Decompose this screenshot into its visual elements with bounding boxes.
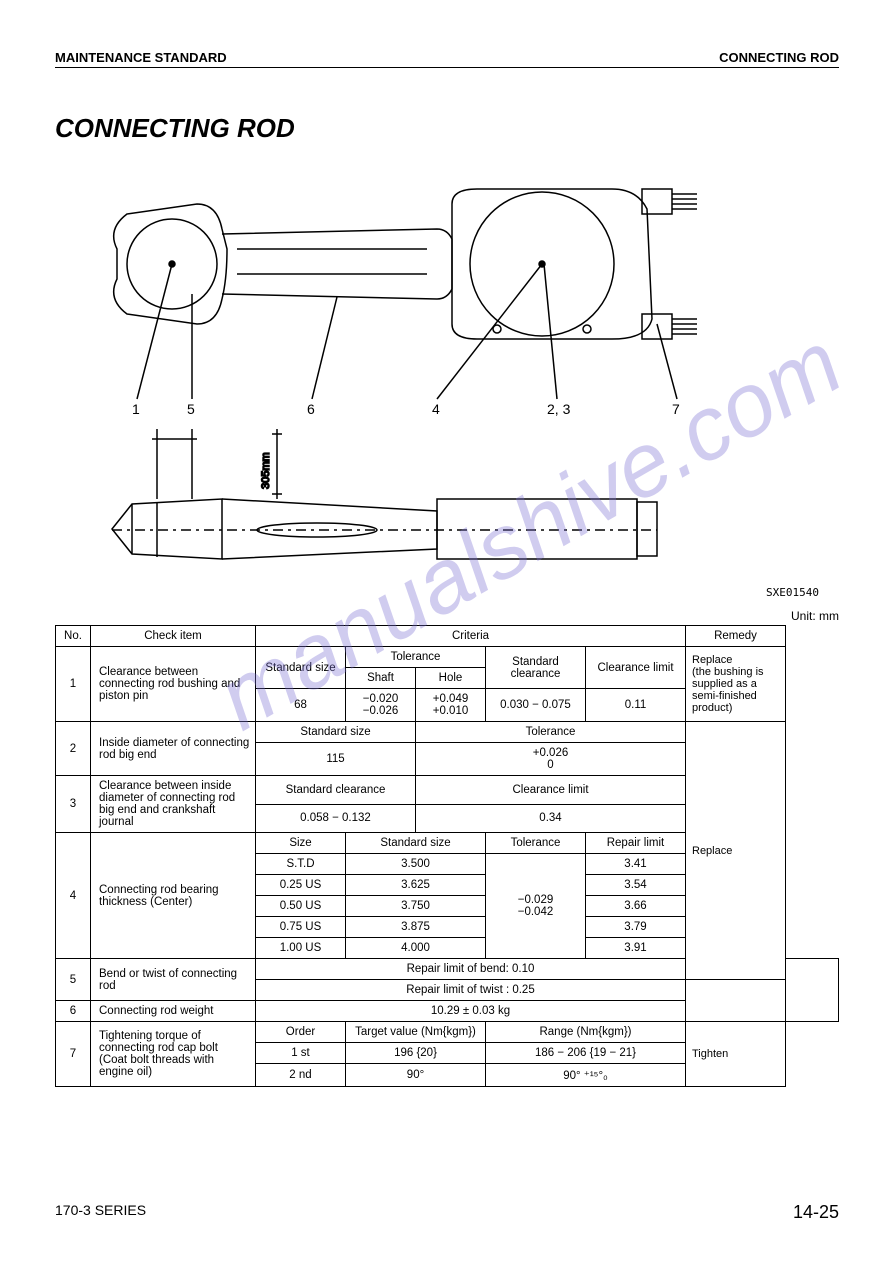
row4-r3-size: 0.75 US bbox=[256, 917, 346, 938]
row1-shaft: −0.020 −0.026 bbox=[346, 689, 416, 722]
row7-r1-range: 90° ⁺¹⁵°₀ bbox=[486, 1064, 686, 1087]
page-footer: 170-3 SERIES 14-25 bbox=[55, 1202, 839, 1223]
row4-r2-std: 3.750 bbox=[346, 896, 486, 917]
row2-check: Inside diameter of connecting rod big en… bbox=[91, 722, 256, 776]
row-7: 7 Tightening torque of connecting rod ca… bbox=[56, 1022, 839, 1043]
row1-hole: +0.049 +0.010 bbox=[416, 689, 486, 722]
row1-tol-h: Tolerance bbox=[346, 647, 486, 668]
row4-r4-std: 4.000 bbox=[346, 938, 486, 959]
row7-r0-range: 186 − 206 {19 − 21} bbox=[486, 1043, 686, 1064]
row7-no: 7 bbox=[56, 1022, 91, 1087]
row6-check: Connecting rod weight bbox=[91, 1001, 256, 1022]
unit-label: Unit: mm bbox=[55, 609, 839, 623]
row2-tol-h: Tolerance bbox=[416, 722, 686, 743]
callout-5: 5 bbox=[187, 401, 195, 417]
row-1: 1 Clearance between connecting rod bushi… bbox=[56, 647, 839, 668]
col-criteria: Criteria bbox=[256, 626, 686, 647]
footer-page-number: 14-25 bbox=[793, 1202, 839, 1223]
callout-1: 1 bbox=[132, 401, 140, 417]
row1-check: Clearance between connecting rod bushing… bbox=[91, 647, 256, 722]
row7-order-h: Order bbox=[256, 1022, 346, 1043]
row4-repair-h: Repair limit bbox=[586, 833, 686, 854]
row1-no: 1 bbox=[56, 647, 91, 722]
row7-target-h: Target value (Nm{kgm}) bbox=[346, 1022, 486, 1043]
row4-tol-h: Tolerance bbox=[486, 833, 586, 854]
callout-4: 4 bbox=[432, 401, 440, 417]
row-6: 6 Connecting rod weight 10.29 ± 0.03 kg bbox=[56, 1001, 839, 1022]
row4-r1-size: 0.25 US bbox=[256, 875, 346, 896]
row1-shaft-h: Shaft bbox=[346, 668, 416, 689]
row4-check: Connecting rod bearing thickness (Center… bbox=[91, 833, 256, 959]
row4-r2-size: 0.50 US bbox=[256, 896, 346, 917]
callout-6: 6 bbox=[307, 401, 315, 417]
row4-r4-repair: 3.91 bbox=[586, 938, 686, 959]
row1-limit: 0.11 bbox=[586, 689, 686, 722]
row4-std-h: Standard size bbox=[346, 833, 486, 854]
row4-r1-repair: 3.54 bbox=[586, 875, 686, 896]
row1-size: 68 bbox=[256, 689, 346, 722]
header-right: CONNECTING ROD bbox=[719, 50, 839, 65]
row4-size-h: Size bbox=[256, 833, 346, 854]
header-left: MAINTENANCE STANDARD bbox=[55, 50, 227, 65]
col-remedy: Remedy bbox=[686, 626, 786, 647]
row2-tol: +0.026 0 bbox=[416, 743, 686, 776]
row4-r3-std: 3.875 bbox=[346, 917, 486, 938]
row7-r0-target: 196 {20} bbox=[346, 1043, 486, 1064]
row-2: 2 Inside diameter of connecting rod big … bbox=[56, 722, 839, 743]
row6-val: 10.29 ± 0.03 kg bbox=[256, 1001, 686, 1022]
row7-r1-order: 2 nd bbox=[256, 1064, 346, 1087]
row2-stdsize-h: Standard size bbox=[256, 722, 416, 743]
callout-7: 7 bbox=[672, 401, 680, 417]
specifications-table: No. Check item Criteria Remedy 1 Clearan… bbox=[55, 625, 839, 1087]
row4-r0-std: 3.500 bbox=[346, 854, 486, 875]
row4-tol: −0.029 −0.042 bbox=[486, 854, 586, 959]
row3-check: Clearance between inside diameter of con… bbox=[91, 776, 256, 833]
row4-r0-size: S.T.D bbox=[256, 854, 346, 875]
row3-limit: 0.34 bbox=[416, 804, 686, 833]
row1-stdclear-h: Standard clearance bbox=[486, 647, 586, 689]
rows2-6-remedy: Replace bbox=[686, 722, 786, 980]
page-header: MAINTENANCE STANDARD CONNECTING ROD bbox=[55, 50, 839, 68]
row5-no: 5 bbox=[56, 959, 91, 1001]
row3-no: 3 bbox=[56, 776, 91, 833]
figure-code: SXE01540 bbox=[766, 586, 819, 599]
row5-bend: Repair limit of bend: 0.10 bbox=[256, 959, 686, 980]
row7-r1-target: 90° bbox=[346, 1064, 486, 1087]
row7-remedy: Tighten bbox=[686, 1022, 786, 1087]
connecting-rod-diagram: 1 5 6 4 2, 3 7 305mm SXE01540 bbox=[55, 159, 839, 599]
row4-r0-repair: 3.41 bbox=[586, 854, 686, 875]
row1-remedy: Replace (the bushing is supplied as a se… bbox=[686, 647, 786, 722]
row7-range-h: Range (Nm{kgm}) bbox=[486, 1022, 686, 1043]
row6-no: 6 bbox=[56, 1001, 91, 1022]
row4-r1-std: 3.625 bbox=[346, 875, 486, 896]
row4-r2-repair: 3.66 bbox=[586, 896, 686, 917]
row5-twist: Repair limit of twist : 0.25 bbox=[256, 980, 686, 1001]
row5-check: Bend or twist of connecting rod bbox=[91, 959, 256, 1001]
row3-limit-h: Clearance limit bbox=[416, 776, 686, 805]
svg-text:305mm: 305mm bbox=[260, 452, 272, 489]
row1-stdsize-h: Standard size bbox=[256, 647, 346, 689]
row1-hole-h: Hole bbox=[416, 668, 486, 689]
row1-clear: 0.030 − 0.075 bbox=[486, 689, 586, 722]
col-check: Check item bbox=[91, 626, 256, 647]
row3-clear: 0.058 − 0.132 bbox=[256, 804, 416, 833]
row4-r4-size: 1.00 US bbox=[256, 938, 346, 959]
callout-23: 2, 3 bbox=[547, 401, 571, 417]
page-title: CONNECTING ROD bbox=[55, 113, 839, 144]
row7-check: Tightening torque of connecting rod cap … bbox=[91, 1022, 256, 1087]
row4-r3-repair: 3.79 bbox=[586, 917, 686, 938]
row3-stdclear-h: Standard clearance bbox=[256, 776, 416, 805]
row2-no: 2 bbox=[56, 722, 91, 776]
row4-no: 4 bbox=[56, 833, 91, 959]
table-header-row: No. Check item Criteria Remedy bbox=[56, 626, 839, 647]
col-no: No. bbox=[56, 626, 91, 647]
row2-size: 115 bbox=[256, 743, 416, 776]
footer-left: 170-3 SERIES bbox=[55, 1202, 146, 1223]
row1-limit-h: Clearance limit bbox=[586, 647, 686, 689]
row7-r0-order: 1 st bbox=[256, 1043, 346, 1064]
